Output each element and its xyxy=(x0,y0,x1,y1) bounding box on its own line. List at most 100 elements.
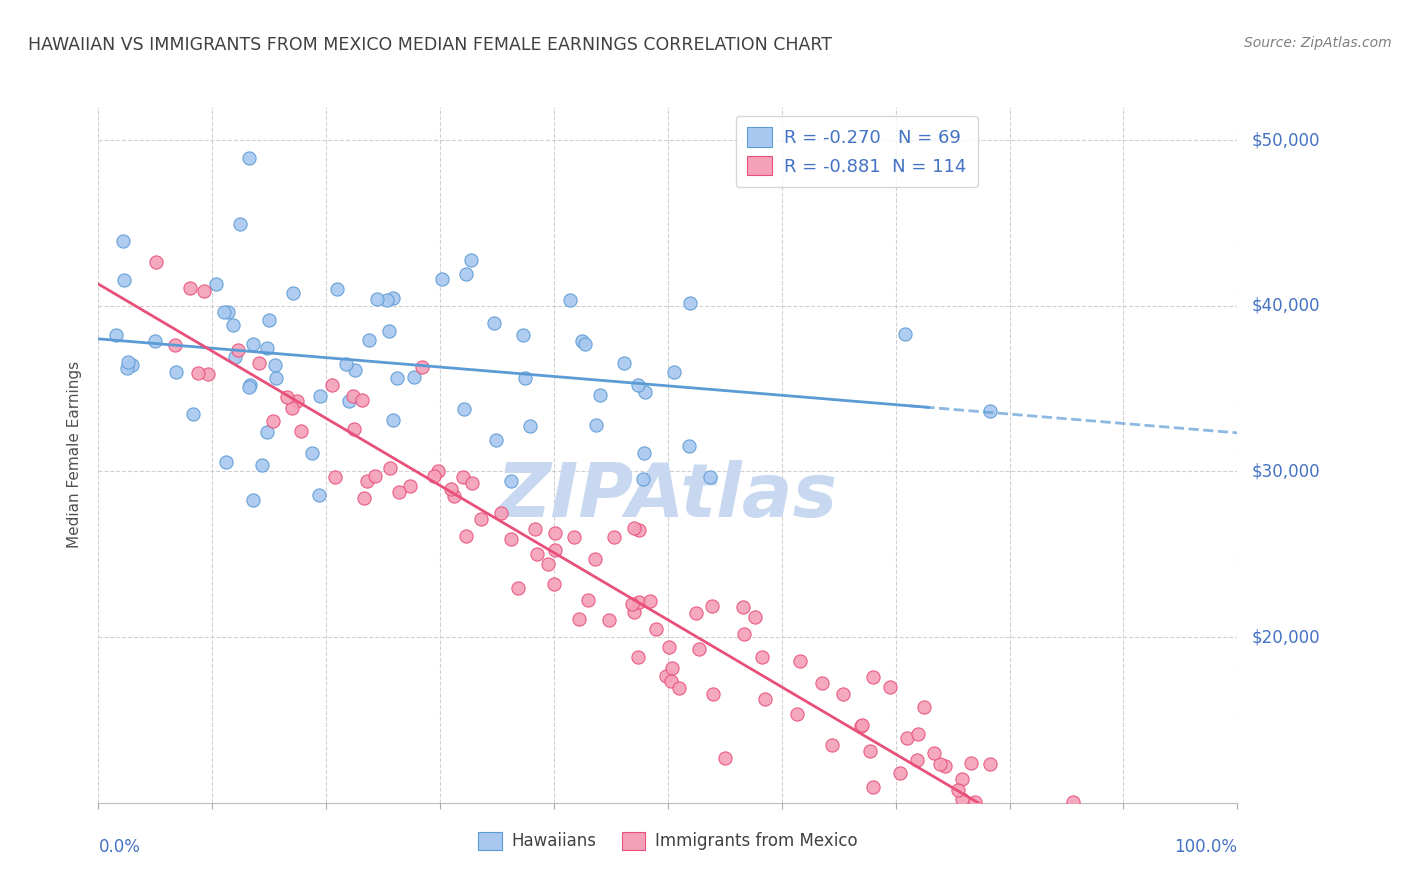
Point xyxy=(461,475,484,490)
Point xyxy=(325,282,347,296)
Point xyxy=(896,731,918,746)
Point xyxy=(851,718,873,732)
Point xyxy=(979,404,1001,418)
Point xyxy=(363,469,385,483)
Point xyxy=(1047,885,1070,892)
Point xyxy=(627,650,650,665)
Point xyxy=(633,384,655,399)
Point xyxy=(276,390,298,404)
Point xyxy=(264,371,287,385)
Point xyxy=(786,707,808,722)
Point xyxy=(950,791,973,805)
Point xyxy=(613,356,636,370)
Point xyxy=(456,267,478,281)
Point xyxy=(259,313,281,327)
Point xyxy=(523,522,546,536)
Point xyxy=(378,324,401,338)
Point xyxy=(820,739,842,753)
Point xyxy=(1010,831,1032,846)
Point xyxy=(356,474,378,488)
Point xyxy=(179,281,201,295)
Point xyxy=(574,336,596,351)
Point xyxy=(633,446,655,460)
Point xyxy=(526,547,548,561)
Point xyxy=(1039,839,1062,854)
Point xyxy=(226,343,249,357)
Point xyxy=(645,623,668,637)
Point xyxy=(859,743,882,757)
Point xyxy=(659,673,682,688)
Point xyxy=(537,558,560,572)
Point xyxy=(145,255,167,269)
Point xyxy=(323,469,346,483)
Point xyxy=(427,464,450,478)
Point xyxy=(1025,829,1047,843)
Point xyxy=(929,757,952,772)
Point xyxy=(181,407,204,421)
Point xyxy=(934,759,956,773)
Point xyxy=(1062,795,1084,809)
Point xyxy=(849,719,872,733)
Point xyxy=(165,366,187,380)
Point xyxy=(602,530,624,544)
Point xyxy=(423,469,446,483)
Point xyxy=(262,414,284,428)
Point xyxy=(387,371,409,385)
Point xyxy=(654,669,676,683)
Point xyxy=(501,474,523,488)
Point xyxy=(224,350,246,364)
Y-axis label: Median Female Earnings: Median Female Earnings xyxy=(67,361,83,549)
Point xyxy=(1004,829,1026,843)
Point xyxy=(342,388,364,402)
Point xyxy=(912,700,935,714)
Point xyxy=(571,334,593,348)
Point xyxy=(281,401,304,415)
Point xyxy=(513,371,536,385)
Point xyxy=(623,521,645,535)
Point xyxy=(451,470,474,484)
Point xyxy=(508,581,530,595)
Point xyxy=(256,425,278,439)
Point xyxy=(623,605,645,619)
Point xyxy=(380,461,402,475)
Point xyxy=(950,772,973,786)
Point xyxy=(889,766,911,780)
Point xyxy=(658,640,681,654)
Point xyxy=(411,359,433,374)
Point xyxy=(399,479,422,493)
Point xyxy=(627,378,650,392)
Point xyxy=(558,293,581,307)
Point xyxy=(439,482,461,496)
Point xyxy=(627,594,650,608)
Point xyxy=(789,654,811,668)
Point xyxy=(598,613,620,627)
Point xyxy=(353,491,375,505)
Point xyxy=(382,413,405,427)
Point xyxy=(366,292,388,306)
Point xyxy=(256,342,278,356)
Point xyxy=(238,380,260,394)
Point xyxy=(942,826,965,840)
Point xyxy=(308,488,330,502)
Point xyxy=(702,687,724,701)
Point xyxy=(948,782,970,797)
Point xyxy=(204,277,226,291)
Point xyxy=(977,806,1000,821)
Point xyxy=(247,356,270,370)
Point xyxy=(1028,812,1050,826)
Point xyxy=(250,458,273,473)
Point xyxy=(382,291,405,305)
Text: HAWAIIAN VS IMMIGRANTS FROM MEXICO MEDIAN FEMALE EARNINGS CORRELATION CHART: HAWAIIAN VS IMMIGRANTS FROM MEXICO MEDIA… xyxy=(28,36,832,54)
Point xyxy=(576,593,599,607)
Point xyxy=(685,606,707,620)
Point xyxy=(688,641,710,656)
Point xyxy=(568,612,591,626)
Point xyxy=(668,681,690,695)
Point xyxy=(905,753,928,767)
Point xyxy=(238,151,260,165)
Point xyxy=(281,286,304,301)
Text: $50,000: $50,000 xyxy=(1251,131,1320,149)
Point xyxy=(357,333,380,347)
Point xyxy=(335,357,357,371)
Point xyxy=(222,318,245,332)
